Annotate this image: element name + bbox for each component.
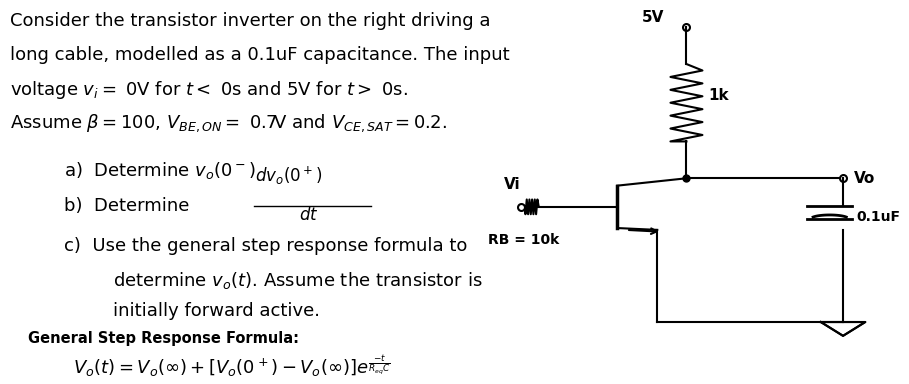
Text: initially forward active.: initially forward active. [113, 302, 320, 320]
Text: determine $v_o(t)$. Assume the transistor is: determine $v_o(t)$. Assume the transisto… [113, 270, 482, 291]
Text: c)  Use the general step response formula to: c) Use the general step response formula… [64, 237, 467, 255]
Text: 5V: 5V [642, 10, 664, 25]
Text: $dt$: $dt$ [299, 206, 319, 224]
Text: 1k: 1k [709, 88, 729, 103]
Text: Vo: Vo [854, 171, 875, 186]
Text: b)  Determine: b) Determine [64, 197, 189, 215]
Text: long cable, modelled as a 0.1uF capacitance. The input: long cable, modelled as a 0.1uF capacita… [10, 46, 510, 64]
Text: $V_o(t) = V_o(\infty) + [V_o(0^+) - V_o(\infty)]e^{\frac{-t}{R_{eq}C}}$: $V_o(t) = V_o(\infty) + [V_o(0^+) - V_o(… [73, 353, 390, 379]
Text: Consider the transistor inverter on the right driving a: Consider the transistor inverter on the … [10, 12, 491, 30]
Text: RB = 10k: RB = 10k [487, 233, 559, 247]
Text: voltage $v_i = $ 0V for $t <$ 0s and 5V for $t >$ 0s.: voltage $v_i = $ 0V for $t <$ 0s and 5V … [10, 79, 408, 101]
Text: 0.1uF: 0.1uF [856, 210, 901, 224]
Polygon shape [821, 322, 865, 336]
Text: Vi: Vi [504, 177, 520, 192]
Text: Assume $\beta = 100$, $V_{BE,ON} = $ 0.7V and $V_{CE,SAT} = 0.2$.: Assume $\beta = 100$, $V_{BE,ON} = $ 0.7… [10, 112, 447, 134]
Text: $dv_o(0^+)$: $dv_o(0^+)$ [255, 165, 322, 187]
Text: General Step Response Formula:: General Step Response Formula: [28, 331, 299, 346]
Text: a)  Determine $v_o(0^-)$: a) Determine $v_o(0^-)$ [64, 160, 255, 181]
